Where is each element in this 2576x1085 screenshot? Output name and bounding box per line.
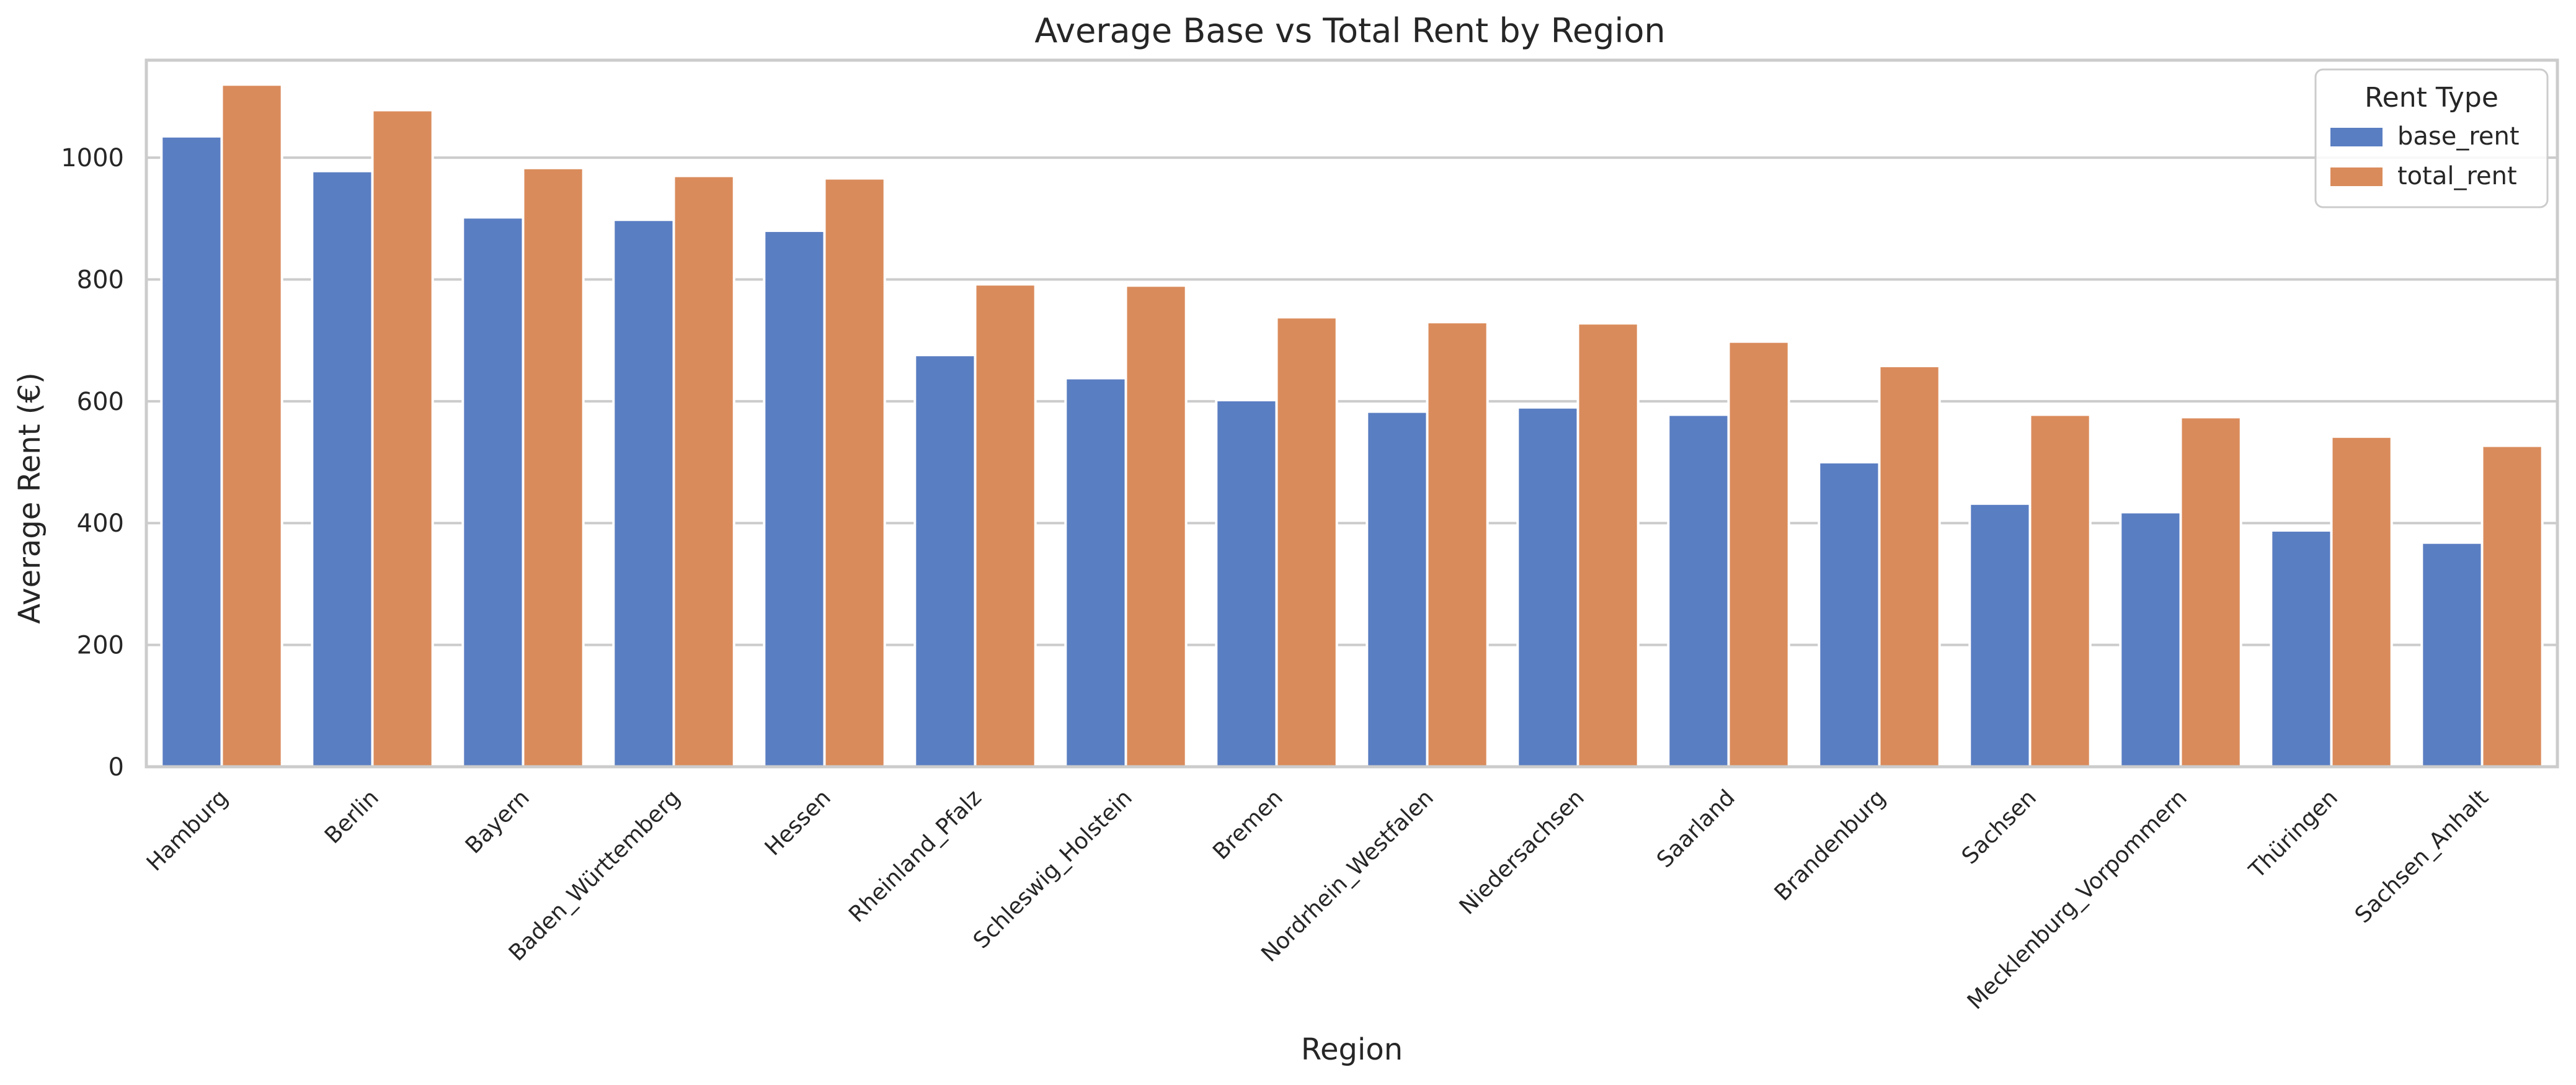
bar-base_rent [1366, 410, 1429, 768]
legend-label-total_rent: total_rent [2397, 162, 2517, 190]
bar-base_rent [160, 135, 223, 769]
legend-title: Rent Type [2365, 82, 2498, 114]
bar-base_rent [311, 169, 374, 768]
bar-base_rent [2420, 541, 2484, 768]
bar-base_rent [1818, 461, 1881, 768]
bar-total_rent [1878, 364, 1941, 768]
bar-total_rent [1576, 322, 1640, 768]
y-axis-ticks: 0 200 400 600 800 1000 [61, 144, 124, 782]
legend-label-base_rent: base_rent [2397, 122, 2520, 151]
bar-total_rent [2028, 413, 2092, 768]
bar-total_rent [2330, 435, 2393, 768]
bar-base_rent [763, 229, 826, 768]
bar-total_rent [1124, 284, 1188, 769]
bar-base_rent [1064, 377, 1127, 768]
legend-items: base_rent total_rent [2330, 122, 2520, 190]
bar-total_rent [522, 166, 585, 768]
bar-total_rent [220, 83, 283, 768]
bar-base_rent [612, 218, 675, 768]
bar-total_rent [371, 109, 434, 769]
bar-base_rent [1215, 398, 1278, 768]
y-axis-label: Average Rent (€) [12, 372, 47, 624]
chart-title: Average Base vs Total Rent by Region [1034, 11, 1665, 50]
bar-total_rent [2481, 444, 2544, 768]
bar-base_rent [1516, 406, 1579, 768]
legend: Rent Type base_rent total_rent [2314, 68, 2549, 208]
bar-total_rent [672, 174, 735, 768]
bar-total_rent [823, 177, 886, 769]
bars [160, 83, 2544, 769]
y-tick-label: 0 [109, 753, 124, 782]
bar-total_rent [1275, 316, 1338, 768]
plot-frame [144, 58, 2559, 769]
y-tick-label: 200 [77, 632, 124, 660]
bar-base_rent [913, 354, 977, 768]
bar-base_rent [1968, 502, 2032, 768]
y-tick-label: 800 [77, 266, 124, 294]
bar-base_rent [2270, 529, 2333, 768]
y-tick-label: 600 [77, 388, 124, 416]
bar-total_rent [1426, 321, 1489, 768]
x-axis-label: Region [1301, 1032, 1403, 1067]
bar-base_rent [2119, 511, 2182, 769]
legend-swatch-total_rent [2330, 167, 2383, 186]
bar-total_rent [974, 283, 1037, 768]
legend-swatch-base_rent [2330, 128, 2383, 146]
bar-total_rent [1727, 340, 1790, 768]
y-tick-label: 400 [77, 509, 124, 538]
bar-total_rent [2179, 416, 2242, 768]
bar-base_rent [461, 216, 525, 769]
y-tick-label: 1000 [61, 144, 124, 172]
bar-base_rent [1667, 413, 1730, 768]
